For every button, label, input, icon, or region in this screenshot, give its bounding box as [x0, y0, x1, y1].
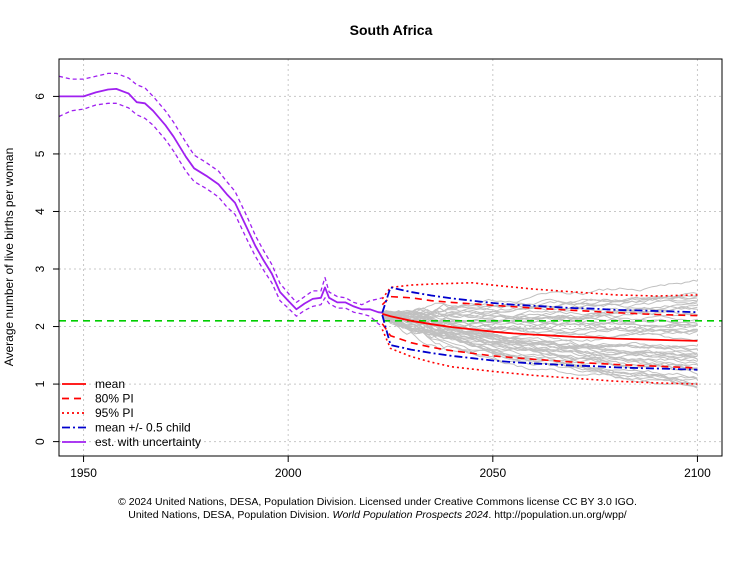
credit-url: . http://population.un.org/wpp/ — [488, 509, 627, 521]
pi95-lower-line — [381, 329, 698, 385]
trajectory-line — [382, 279, 698, 319]
credit-source: United Nations, DESA, Population Divisio… — [128, 509, 333, 521]
y-tick-label: 0 — [33, 438, 47, 445]
mean-line — [382, 313, 698, 342]
credit-publication: World Population Prospects 2024 — [332, 509, 489, 521]
trajectory-line — [382, 312, 698, 361]
half-child-lower-line — [381, 314, 698, 371]
credit-line-1: © 2024 United Nations, DESA, Population … — [118, 496, 637, 508]
trajectory-line — [382, 312, 698, 372]
legend-label: 95% PI — [95, 406, 134, 420]
legend-label: mean — [95, 377, 125, 391]
trajectory-line — [381, 316, 698, 372]
x-tick-label: 2050 — [479, 466, 506, 480]
x-tick-label: 1950 — [70, 466, 97, 480]
trajectory-line — [382, 312, 698, 360]
half-child-upper-line — [381, 286, 698, 314]
y-axis-label: Average number of live births per woman — [2, 148, 16, 367]
trajectory-line — [382, 315, 698, 369]
chart-title: South Africa — [350, 22, 433, 38]
legend-label: 80% PI — [95, 392, 134, 406]
series-lines — [58, 72, 722, 385]
y-tick-label: 1 — [33, 380, 47, 387]
plot-frame — [58, 58, 723, 457]
trajectory-line — [382, 312, 698, 358]
estimate-lower-line — [58, 102, 383, 328]
y-tick-label: 4 — [33, 208, 47, 215]
axes: 1950 2000 2050 2100 0 1 2 3 4 5 6 — [33, 58, 723, 480]
y-tick-label: 3 — [33, 265, 47, 272]
trajectory-line — [382, 309, 698, 321]
pi80-lower-line — [381, 323, 698, 369]
x-tick-label: 2000 — [275, 466, 302, 480]
grid-lines — [59, 59, 722, 456]
legend-label: est. with uncertainty — [95, 435, 201, 449]
trajectory-line — [381, 313, 698, 379]
credit-line-2: United Nations, DESA, Population Divisio… — [0, 509, 755, 521]
y-tick-label: 5 — [33, 150, 47, 157]
trajectory-line — [382, 302, 698, 324]
pi80-upper-line — [381, 295, 698, 317]
legend-label: mean +/- 0.5 child — [95, 421, 191, 435]
y-tick-label: 2 — [33, 323, 47, 330]
estimate-upper-line — [58, 72, 383, 306]
estimate-line — [59, 88, 383, 314]
x-tick-label: 2100 — [684, 466, 711, 480]
pi95-upper-line — [381, 281, 698, 300]
y-tick-label: 6 — [33, 93, 47, 100]
